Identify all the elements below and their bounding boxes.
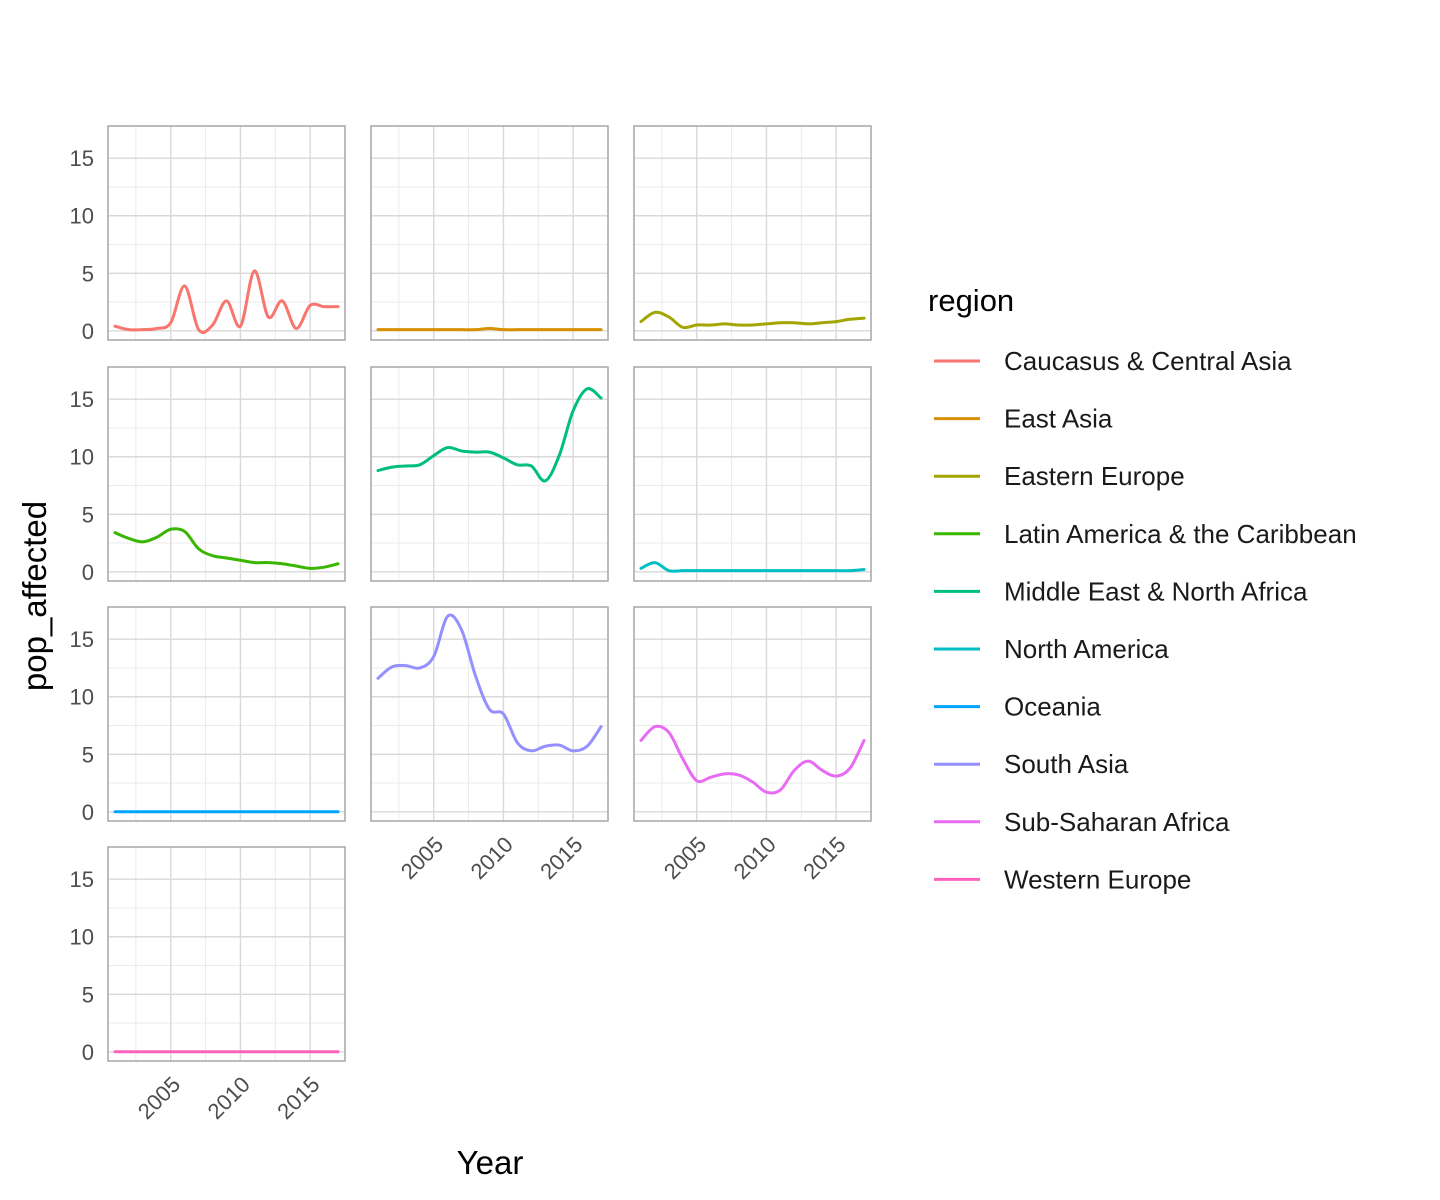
legend-label: Western Europe [1004,864,1191,894]
legend-label: North America [1004,634,1169,664]
legend-label: South Asia [1004,749,1129,779]
x-tick-label: 2015 [272,1072,324,1124]
facet-panel: 0 5 10 15 [70,606,346,825]
legend-entry: East Asia [934,404,1113,434]
legend-label: Middle East & North Africa [1004,576,1308,606]
y-tick-label: 0 [82,560,94,585]
facet-panel [370,125,609,341]
panel-border [107,125,346,341]
facet-panel: 2005 2010 2015 [633,606,872,884]
facet-panel [633,366,872,582]
legend-entry: North America [934,634,1169,664]
panel-border [370,606,609,822]
y-tick-label: 10 [70,445,94,470]
y-axis-title: pop_affected [16,501,53,691]
y-tick-label: 15 [70,867,94,892]
series-line [376,326,603,332]
panel-border [370,366,609,582]
y-tick-label: 5 [82,982,94,1007]
x-tick-label: 2010 [729,832,781,884]
y-tick-label: 5 [82,742,94,767]
series-line [113,269,340,334]
x-tick-label: 2010 [466,832,518,884]
panel-border [633,125,872,341]
panel-border [633,366,872,582]
x-tick-label: 2005 [133,1072,185,1124]
panel-border [107,366,346,582]
legend-entry: Eastern Europe [934,461,1185,491]
legend-label: Latin America & the Caribbean [1004,519,1357,549]
series-line [639,310,866,330]
legend-label: Caucasus & Central Asia [1004,346,1292,376]
series-line [376,613,603,753]
series-line [639,724,866,795]
facet-panel: 0 5 10 15 2005 2010 2015 [70,846,346,1124]
y-tick-label: 5 [82,502,94,527]
legend-label: Sub-Saharan Africa [1004,807,1230,837]
legend-label: East Asia [1004,404,1113,434]
panel-border [107,606,346,822]
y-tick-label: 0 [82,800,94,825]
x-tick-label: 2005 [659,832,711,884]
series-line [113,527,340,570]
facet-panel [633,125,872,341]
series-line [639,561,866,573]
x-axis-title: Year [457,1144,524,1181]
panel-border [107,846,346,1062]
series-line [376,387,603,483]
x-tick-label: 2015 [798,832,850,884]
legend-entry: Sub-Saharan Africa [934,807,1230,837]
y-tick-label: 10 [70,925,94,950]
panel-border [370,125,609,341]
facet-panel: 2005 2010 2015 [370,606,609,884]
x-tick-label: 2005 [396,832,448,884]
y-tick-label: 0 [82,1040,94,1065]
y-tick-label: 10 [70,685,94,710]
legend-entry: Caucasus & Central Asia [934,346,1292,376]
y-tick-label: 5 [82,261,94,286]
y-tick-label: 15 [70,146,94,171]
facet-panel: 0 5 10 15 [70,366,346,585]
facet-panel: 0 5 10 15 [70,125,346,344]
legend-entry: Western Europe [934,864,1191,894]
legend-entry: Oceania [934,692,1101,722]
x-tick-label: 2015 [535,832,587,884]
panel-border [633,606,872,822]
legend-entry: Latin America & the Caribbean [934,519,1357,549]
facet-panel [370,366,609,582]
legend-entry: Middle East & North Africa [934,576,1308,606]
x-tick-label: 2010 [203,1072,255,1124]
y-tick-label: 15 [70,387,94,412]
legend-label: Eastern Europe [1004,461,1185,491]
y-tick-label: 15 [70,627,94,652]
legend-title: region [928,283,1014,318]
y-tick-label: 0 [82,319,94,344]
legend-entries: Caucasus & Central Asia East Asia Eastern … [934,346,1357,894]
y-tick-label: 10 [70,204,94,229]
legend: region Caucasus & Central Asia East Asia E… [928,283,1357,894]
legend-label: Oceania [1004,692,1101,722]
legend-entry: South Asia [934,749,1129,779]
